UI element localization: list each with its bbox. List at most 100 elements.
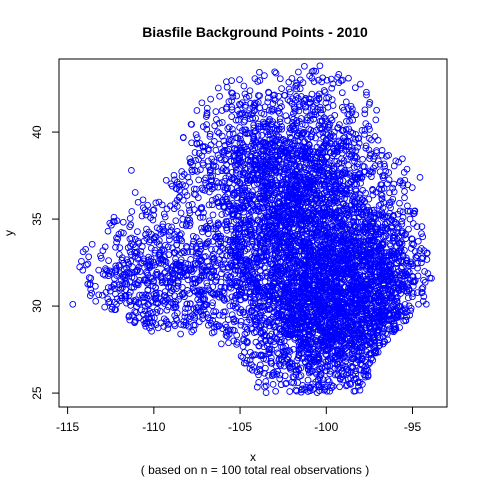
data-point — [363, 88, 370, 96]
data-point — [228, 185, 235, 192]
data-point — [95, 291, 103, 299]
data-point — [352, 135, 359, 143]
data-point — [270, 371, 278, 379]
data-point — [208, 246, 215, 253]
data-point — [251, 75, 259, 82]
data-point — [390, 188, 398, 196]
data-point — [161, 213, 169, 221]
data-point — [249, 188, 256, 196]
data-point — [149, 216, 157, 224]
data-point — [172, 217, 180, 225]
data-point — [409, 293, 416, 301]
data-point — [236, 180, 244, 188]
data-point — [228, 311, 236, 319]
data-point — [131, 189, 139, 196]
data-point — [270, 369, 278, 376]
data-point — [146, 314, 154, 322]
data-point — [375, 202, 383, 209]
data-point — [206, 133, 214, 140]
points-layer — [69, 62, 435, 396]
data-point — [378, 300, 386, 308]
data-point — [284, 166, 292, 174]
data-point — [237, 321, 245, 329]
data-point — [278, 85, 285, 92]
data-point — [276, 371, 284, 379]
data-point — [356, 386, 364, 394]
data-point — [288, 100, 296, 107]
data-point — [286, 134, 294, 141]
data-point — [244, 129, 252, 137]
data-point — [338, 364, 345, 372]
data-point — [163, 205, 171, 213]
data-point — [304, 376, 312, 384]
data-point — [272, 387, 279, 395]
data-point — [424, 270, 432, 277]
data-point — [213, 273, 220, 281]
data-point — [232, 116, 240, 124]
data-point — [295, 68, 302, 76]
data-point — [237, 318, 245, 325]
data-point — [288, 75, 296, 82]
data-point — [401, 194, 408, 202]
data-point — [407, 307, 414, 315]
data-point — [278, 103, 285, 110]
data-point — [220, 137, 228, 145]
data-point — [378, 248, 386, 255]
data-point — [379, 340, 387, 348]
data-point — [216, 92, 223, 100]
data-point — [202, 301, 210, 309]
data-point — [195, 176, 203, 184]
data-point — [209, 211, 217, 219]
data-point — [349, 116, 357, 124]
data-point — [256, 361, 264, 369]
data-point — [210, 163, 217, 170]
data-point — [237, 352, 245, 360]
data-point — [208, 302, 216, 309]
data-point — [390, 180, 398, 188]
data-point — [276, 360, 283, 368]
data-point — [189, 232, 197, 240]
data-point — [322, 99, 330, 107]
data-point — [227, 284, 235, 292]
data-point — [373, 106, 380, 114]
data-point — [276, 115, 284, 123]
data-point — [308, 90, 316, 98]
data-point — [117, 229, 125, 236]
data-point — [199, 311, 206, 319]
data-point — [205, 201, 213, 209]
data-point — [404, 294, 412, 302]
data-point — [331, 371, 339, 379]
data-point — [186, 178, 193, 186]
data-point — [147, 244, 155, 252]
data-point — [291, 125, 298, 133]
data-point — [215, 293, 223, 301]
data-point — [232, 206, 239, 213]
data-point — [281, 227, 289, 234]
data-point — [418, 288, 426, 296]
data-point — [203, 104, 211, 112]
data-point — [199, 161, 207, 169]
data-point — [272, 69, 280, 77]
data-point — [272, 362, 280, 370]
data-point — [317, 106, 324, 114]
data-point — [361, 110, 369, 118]
data-point — [401, 301, 409, 308]
data-point — [187, 256, 194, 263]
data-point — [327, 274, 335, 282]
data-point — [95, 266, 103, 274]
data-point — [145, 315, 152, 323]
data-point — [261, 256, 269, 264]
data-point — [329, 382, 337, 390]
data-point — [414, 237, 422, 245]
data-point — [164, 325, 172, 332]
data-point — [343, 117, 350, 125]
data-point — [264, 98, 272, 106]
data-point — [362, 120, 370, 127]
data-point — [293, 387, 301, 395]
data-point — [113, 238, 120, 246]
data-point — [390, 212, 397, 219]
data-point — [138, 212, 146, 220]
data-point — [286, 388, 294, 395]
data-point — [385, 201, 393, 209]
data-point — [353, 163, 361, 171]
